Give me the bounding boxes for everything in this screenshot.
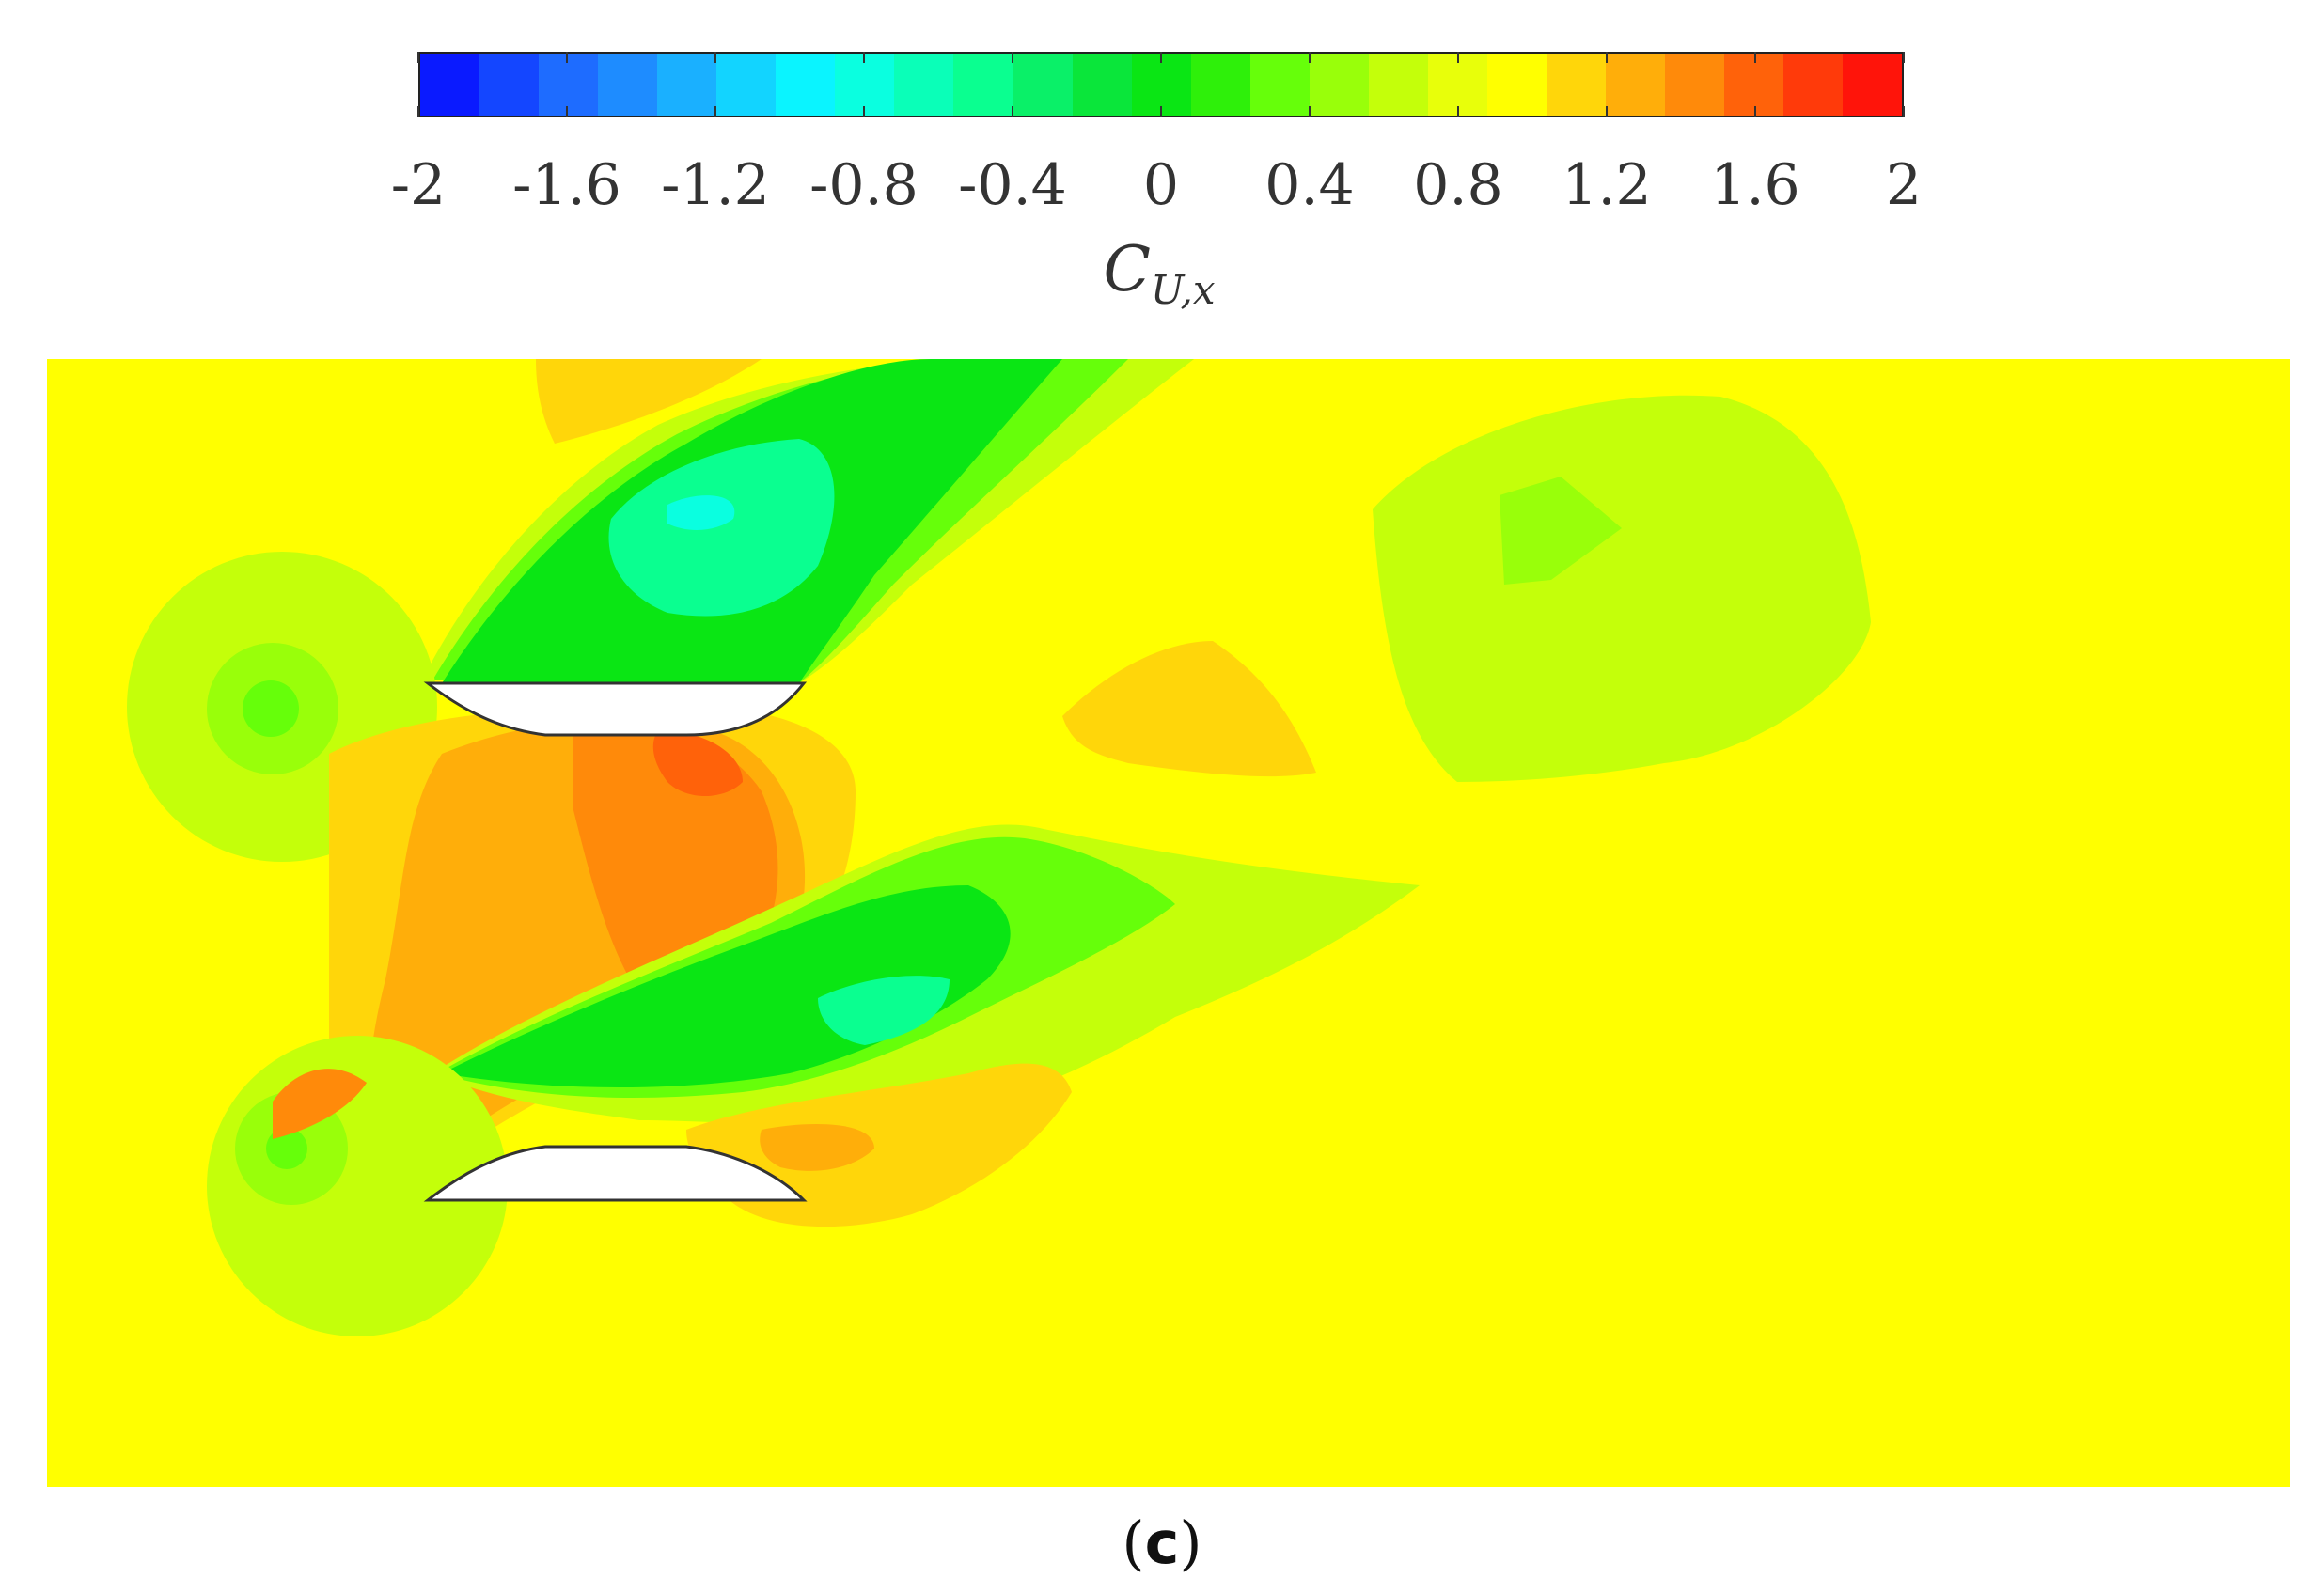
colorbar-tick-label: 2 bbox=[1885, 152, 1923, 218]
colorbar-tick bbox=[566, 106, 568, 117]
contour-region-lower-wake-core bbox=[818, 976, 950, 1045]
colorbar-segment bbox=[1427, 54, 1487, 116]
colorbar-tick-label: 0.8 bbox=[1413, 152, 1503, 218]
colorbar-tick bbox=[1012, 106, 1013, 117]
colorbar-segment bbox=[420, 54, 480, 116]
colorbar-tick bbox=[1457, 52, 1459, 63]
contour-region-wake-right bbox=[1373, 395, 1871, 782]
colorbar-segment bbox=[1724, 54, 1784, 116]
contour-region-upper-wake-core bbox=[608, 439, 835, 617]
colorbar-tick bbox=[1606, 106, 1608, 117]
colorbar-tick bbox=[863, 106, 865, 117]
contour-region-lower-te-core bbox=[760, 1124, 874, 1171]
colorbar-tick bbox=[1160, 106, 1162, 117]
colorbar-segment bbox=[1368, 54, 1428, 116]
contour-region-channel-peak bbox=[652, 730, 743, 796]
colorbar-tick bbox=[863, 52, 865, 63]
colorbar-segment bbox=[1309, 54, 1369, 116]
colorbar-segment bbox=[479, 54, 540, 116]
colorbar-segment bbox=[1486, 54, 1547, 116]
contour-region-mid-patch bbox=[1062, 641, 1316, 777]
contour-region-lower-le-core bbox=[266, 1128, 307, 1169]
colorbar-segment bbox=[1190, 54, 1250, 116]
colorbar-tick bbox=[1160, 52, 1162, 63]
colorbar-tick bbox=[417, 106, 419, 117]
contour-svg bbox=[47, 359, 2290, 1487]
colorbar bbox=[417, 52, 1905, 117]
colorbar-tick-label: -2 bbox=[390, 152, 447, 218]
colorbar-tick-label: 0.4 bbox=[1264, 152, 1355, 218]
colorbar-tick bbox=[1606, 52, 1608, 63]
colorbar-tick bbox=[1012, 52, 1013, 63]
colorbar-segment bbox=[1546, 54, 1606, 116]
colorbar-title-main: C bbox=[1103, 233, 1151, 305]
colorbar-segment bbox=[1843, 54, 1903, 116]
colorbar-segment bbox=[539, 54, 599, 116]
colorbar-tick-label: -0.8 bbox=[809, 152, 919, 218]
colorbar-segment bbox=[894, 54, 954, 116]
contour-region-upper-le-core bbox=[243, 680, 299, 737]
colorbar-segment bbox=[776, 54, 836, 116]
colorbar-tick bbox=[1309, 52, 1311, 63]
colorbar-segment bbox=[1605, 54, 1665, 116]
contour-plot bbox=[47, 359, 2290, 1487]
colorbar-tick-label: 1.2 bbox=[1562, 152, 1652, 218]
colorbar-tick bbox=[1309, 106, 1311, 117]
colorbar-tick bbox=[566, 52, 568, 63]
contour-region-upper-wake-core-center bbox=[667, 495, 735, 530]
colorbar-tick bbox=[1754, 106, 1756, 117]
contour-region-top-patch bbox=[536, 359, 762, 444]
colorbar-tick bbox=[1903, 52, 1905, 63]
colorbar-tick-label: -1.6 bbox=[512, 152, 621, 218]
colorbar-tick bbox=[417, 52, 419, 63]
colorbar-tick bbox=[1457, 106, 1459, 117]
colorbar-tick-label: 1.6 bbox=[1710, 152, 1800, 218]
colorbar-tick bbox=[1754, 52, 1756, 63]
colorbar-tick bbox=[714, 52, 716, 63]
colorbar-tick-label: -1.2 bbox=[661, 152, 770, 218]
colorbar-title-sub: U,x bbox=[1150, 267, 1216, 313]
colorbar-segment bbox=[1664, 54, 1725, 116]
panel-label-letter: c bbox=[1144, 1508, 1180, 1577]
colorbar-segment bbox=[1783, 54, 1844, 116]
colorbar-tick bbox=[1903, 106, 1905, 117]
colorbar-segment bbox=[1072, 54, 1132, 116]
colorbar-tick-label: 0 bbox=[1142, 152, 1180, 218]
colorbar-segment bbox=[953, 54, 1013, 116]
colorbar-tick-label: -0.4 bbox=[958, 152, 1067, 218]
contour-region-lower-le-orange bbox=[273, 1069, 367, 1139]
contour-region-wake-right-core bbox=[1500, 477, 1622, 585]
lower-airfoil bbox=[423, 1145, 808, 1202]
colorbar-segment bbox=[1131, 54, 1191, 116]
colorbar-segment bbox=[835, 54, 895, 116]
panel-label: (c) bbox=[1122, 1508, 1202, 1577]
colorbar-segment bbox=[1013, 54, 1073, 116]
colorbar-gradient bbox=[418, 52, 1904, 117]
colorbar-segment bbox=[657, 54, 717, 116]
upper-airfoil bbox=[423, 681, 808, 737]
colorbar-segment bbox=[598, 54, 658, 116]
colorbar-tick bbox=[714, 106, 716, 117]
colorbar-segment bbox=[716, 54, 777, 116]
colorbar-segment bbox=[1249, 54, 1310, 116]
colorbar-title: CU,x bbox=[1103, 233, 1215, 313]
